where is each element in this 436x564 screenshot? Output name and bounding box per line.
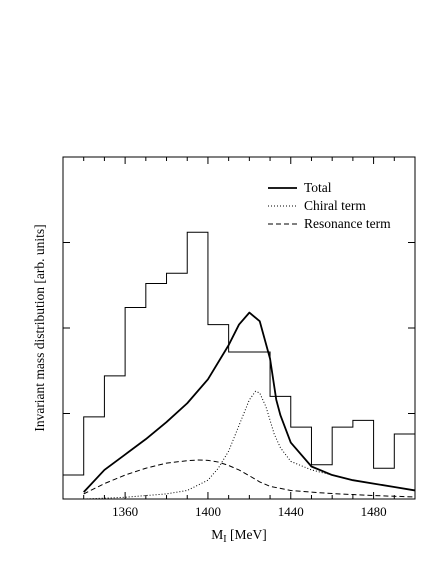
axis-ticks: 1360 1400 1440 1480: [63, 157, 415, 519]
legend-label-chiral: Chiral term: [304, 198, 366, 213]
histogram: [63, 231, 415, 476]
x-axis-label-subscript: I: [223, 534, 226, 545]
curves: [83, 311, 416, 500]
x-tick-label: 1400: [195, 504, 221, 519]
legend-label-resonance: Resonance term: [304, 216, 391, 231]
histogram-steps: [63, 231, 415, 476]
y-axis-label: Invariant mass distribution [arb. units]: [32, 224, 47, 431]
x-axis-label: MI [MeV]: [211, 527, 266, 545]
x-tick-label: 1360: [112, 504, 138, 519]
x-tick-label: 1480: [361, 504, 387, 519]
legend-label-total: Total: [304, 180, 332, 195]
series-chiral-term: [83, 390, 416, 500]
series-total: [83, 311, 416, 493]
x-axis-label-main: M: [211, 527, 223, 542]
x-tick-label: 1440: [278, 504, 304, 519]
x-axis-label-unit: [MeV]: [227, 527, 267, 542]
series-resonance-term: [83, 459, 416, 498]
legend: Total Chiral term Resonance term: [268, 180, 391, 231]
